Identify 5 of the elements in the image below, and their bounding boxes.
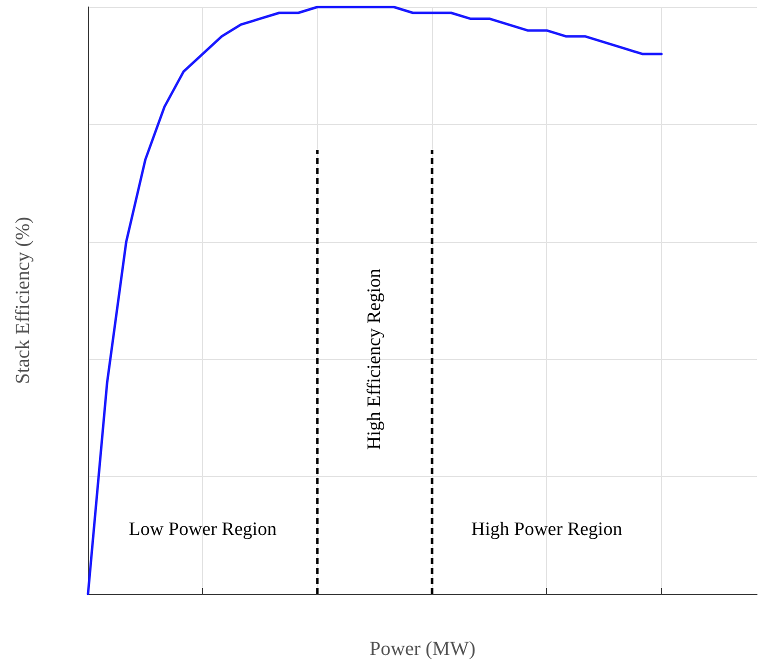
y-axis-title: Stack Efficiency (%)	[12, 216, 34, 384]
annotation: Low Power Region	[128, 518, 278, 540]
x-axis-title: Power (MW)	[369, 638, 476, 660]
annotation: High Power Region	[471, 518, 623, 540]
annotation: High Efficiency Region	[364, 268, 386, 450]
